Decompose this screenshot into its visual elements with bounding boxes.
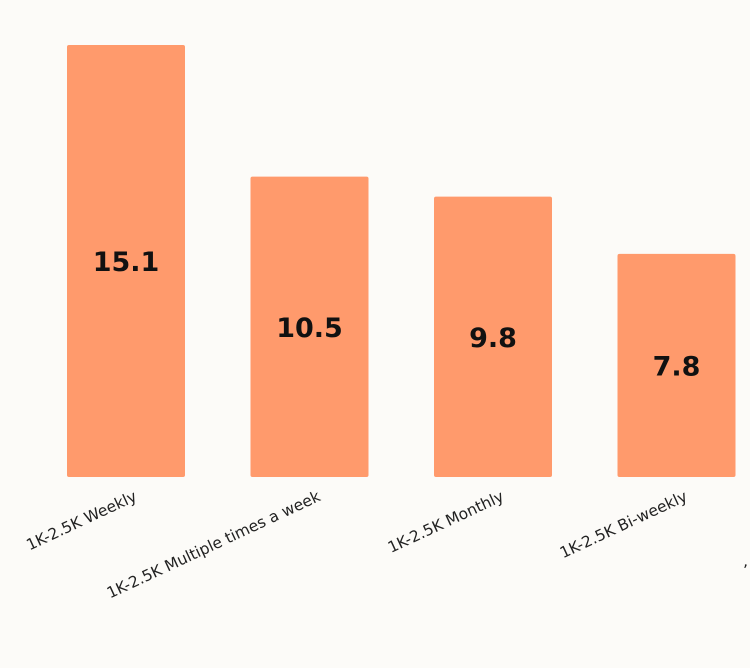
value-labels-group: 15.1 10.5 9.8 7.8 (93, 247, 701, 382)
bar (434, 196, 552, 477)
bar-value-label: 10.5 (276, 313, 343, 344)
bar-value-label: 15.1 (93, 247, 160, 278)
bar (67, 45, 185, 477)
clipped-tick-fragment: , (743, 552, 748, 570)
bar (250, 176, 369, 477)
bar-value-label: 7.8 (653, 351, 701, 382)
bars-group (67, 45, 736, 477)
bar-value-label: 9.8 (469, 323, 517, 354)
bar (617, 253, 736, 477)
